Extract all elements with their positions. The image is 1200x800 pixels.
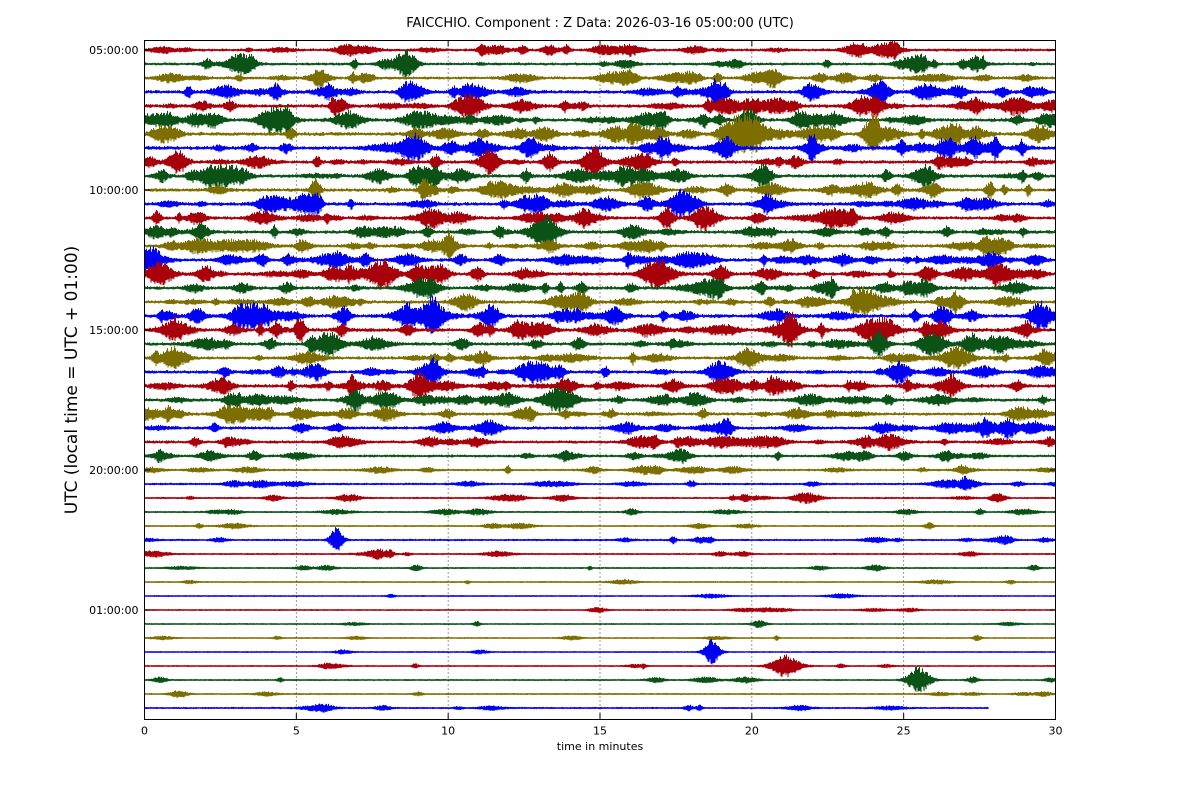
y-axis-label: UTC (local time = UTC + 01:00) bbox=[62, 246, 82, 515]
trace-3 bbox=[144, 68, 1056, 90]
trace-17 bbox=[144, 258, 1056, 290]
trace-11 bbox=[144, 176, 1056, 205]
trace-18 bbox=[144, 276, 1056, 301]
x-tick-label: 15 bbox=[593, 725, 607, 738]
trace-43 bbox=[144, 634, 1056, 642]
trace-7 bbox=[144, 111, 1056, 154]
trace-41 bbox=[144, 607, 1056, 613]
trace-46 bbox=[144, 666, 1056, 693]
trace-20 bbox=[144, 295, 1056, 334]
trace-47 bbox=[144, 690, 1056, 699]
x-tick-label: 5 bbox=[293, 725, 300, 738]
x-tick-label: 25 bbox=[897, 725, 911, 738]
plot-frame bbox=[144, 40, 1056, 720]
trace-29 bbox=[144, 433, 1056, 452]
trace-27 bbox=[144, 403, 1056, 425]
trace-44 bbox=[144, 638, 1056, 665]
trace-40 bbox=[144, 593, 1056, 599]
trace-9 bbox=[144, 145, 1056, 178]
trace-4 bbox=[144, 78, 1056, 107]
trace-14 bbox=[144, 214, 1056, 248]
trace-37 bbox=[144, 548, 1056, 561]
trace-16 bbox=[144, 246, 1056, 275]
trace-23 bbox=[144, 345, 1056, 370]
trace-32 bbox=[144, 475, 1056, 491]
trace-15 bbox=[144, 231, 1056, 262]
trace-30 bbox=[144, 448, 1056, 465]
x-tick-label: 30 bbox=[1049, 725, 1063, 738]
y-axis: 05:00:00 10:00:00 15:00:00 20:00:00 01:00:00 bbox=[89, 44, 1056, 617]
x-axis-label: time in minutes bbox=[557, 740, 644, 753]
y-tick-label: 20:00:00 bbox=[89, 464, 138, 477]
trace-31 bbox=[144, 464, 1056, 476]
x-tick-label: 20 bbox=[745, 725, 759, 738]
x-tick-label: 10 bbox=[441, 725, 455, 738]
trace-5 bbox=[144, 93, 1056, 119]
trace-33 bbox=[144, 492, 1056, 505]
trace-45 bbox=[144, 654, 1056, 678]
trace-8 bbox=[144, 132, 1056, 164]
x-tick-label: 0 bbox=[141, 725, 148, 738]
y-tick-label: 10:00:00 bbox=[89, 184, 138, 197]
y-tick-label: 15:00:00 bbox=[89, 324, 138, 337]
trace-48 bbox=[144, 703, 989, 713]
trace-34 bbox=[144, 508, 1056, 516]
chart-title: FAICCHIO. Component : Z Data: 2026-03-16… bbox=[406, 16, 794, 31]
trace-28 bbox=[144, 416, 1056, 439]
trace-42 bbox=[144, 620, 1056, 629]
trace-38 bbox=[144, 564, 1056, 572]
x-axis: 0 5 10 15 20 25 30 bbox=[141, 40, 1063, 738]
trace-2 bbox=[144, 49, 1056, 80]
trace-21 bbox=[144, 311, 1056, 348]
y-tick-label: 01:00:00 bbox=[89, 604, 138, 617]
trace-39 bbox=[144, 578, 1056, 585]
trace-22 bbox=[144, 329, 1056, 358]
trace-35 bbox=[144, 522, 1056, 530]
trace-10 bbox=[144, 162, 1056, 189]
trace-6 bbox=[144, 103, 1056, 135]
trace-13 bbox=[144, 205, 1056, 232]
y-tick-label: 05:00:00 bbox=[89, 44, 138, 57]
trace-36 bbox=[144, 527, 1056, 551]
trace-25 bbox=[144, 371, 1056, 400]
trace-12 bbox=[144, 188, 1056, 220]
trace-26 bbox=[144, 386, 1056, 415]
trace-19 bbox=[144, 286, 1056, 318]
trace-24 bbox=[144, 356, 1056, 386]
trace-1 bbox=[144, 40, 1056, 61]
traces bbox=[144, 40, 1056, 713]
